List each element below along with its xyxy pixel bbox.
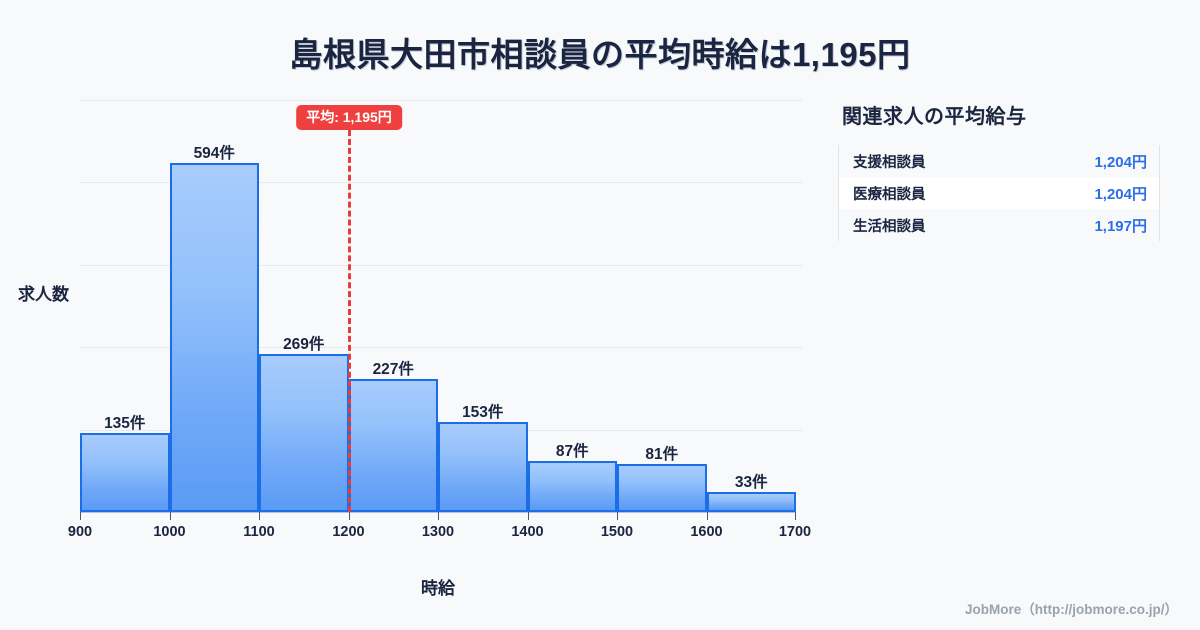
x-axis-tick-label: 1300 xyxy=(421,524,455,540)
x-axis-title: 時給 xyxy=(421,579,455,598)
x-axis-tick xyxy=(259,512,260,520)
salary-row-value: 1,204円 xyxy=(1094,153,1147,171)
histogram-bar[interactable] xyxy=(617,464,707,512)
related-salary-heading: 関連求人の平均給与 xyxy=(842,106,1027,128)
x-axis-tick xyxy=(438,512,439,520)
salary-row-name: 生活相談員 xyxy=(853,218,926,235)
x-axis-tick-label: 1100 xyxy=(243,524,275,540)
salary-row-name: 支援相談員 xyxy=(853,154,926,171)
x-axis-tick xyxy=(706,512,708,520)
bar-value-label: 269件 xyxy=(283,336,325,353)
histogram-bar[interactable] xyxy=(169,163,259,512)
histogram-bar[interactable] xyxy=(438,422,528,512)
related-salary-table: 支援相談員 1,204円 医療相談員 1,204円 生活相談員 1,197円 xyxy=(838,145,1160,241)
y-axis-title: 求人数 xyxy=(18,285,69,304)
related-salary-panel: 関連求人の平均給与 支援相談員 1,204円 医療相談員 1,204円 生活相談… xyxy=(838,100,1168,241)
gridline xyxy=(80,100,802,101)
bar-value-label: 153件 xyxy=(462,404,504,421)
x-axis-tick-label: 1400 xyxy=(511,524,544,540)
bar-series xyxy=(80,100,796,512)
x-axis-tick-label: 1200 xyxy=(332,524,365,540)
salary-row-value: 1,204円 xyxy=(1094,185,1147,203)
bar-value-label: 33件 xyxy=(734,474,768,491)
x-axis-tick-label: 1700 xyxy=(778,524,812,540)
table-row[interactable]: 生活相談員 1,197円 xyxy=(839,209,1159,241)
bar-value-label: 81件 xyxy=(645,446,679,463)
footer-credit: JobMore（http://jobmore.co.jp/） xyxy=(965,602,1178,617)
bar-value-label: 87件 xyxy=(555,443,589,460)
histogram-bar[interactable] xyxy=(527,461,617,512)
histogram-bar[interactable] xyxy=(706,492,796,512)
x-axis-tick xyxy=(169,512,171,520)
x-axis-tick-label: 1600 xyxy=(690,524,723,540)
histogram-bar[interactable] xyxy=(259,354,349,512)
x-axis-tick xyxy=(617,512,618,520)
salary-row-name: 医療相談員 xyxy=(853,186,926,203)
bar-value-label: 227件 xyxy=(372,361,414,378)
gridline xyxy=(80,265,802,266)
x-axis-tick xyxy=(527,512,529,520)
gridline xyxy=(80,182,802,183)
histogram-bar[interactable] xyxy=(80,433,170,512)
x-axis-tick xyxy=(348,512,350,520)
x-axis-tick-label: 900 xyxy=(67,524,93,540)
bar-value-label: 594件 xyxy=(193,145,235,162)
average-badge: 平均: 1,195円 xyxy=(296,105,402,131)
histogram-bar[interactable] xyxy=(348,379,438,512)
page-title: 島根県大田市相談員の平均時給は1,195円 xyxy=(289,36,911,73)
table-row[interactable]: 医療相談員 1,204円 xyxy=(839,177,1159,209)
x-axis-tick xyxy=(795,512,796,520)
x-axis-tick-label: 1000 xyxy=(153,524,186,540)
average-line xyxy=(348,130,351,512)
x-axis-tick-label: 1500 xyxy=(600,524,634,540)
gridline xyxy=(80,347,802,348)
bar-value-label: 135件 xyxy=(104,415,146,432)
salary-row-value: 1,197円 xyxy=(1094,217,1147,235)
table-row[interactable]: 支援相談員 1,204円 xyxy=(839,145,1159,177)
x-axis-tick xyxy=(80,512,81,520)
